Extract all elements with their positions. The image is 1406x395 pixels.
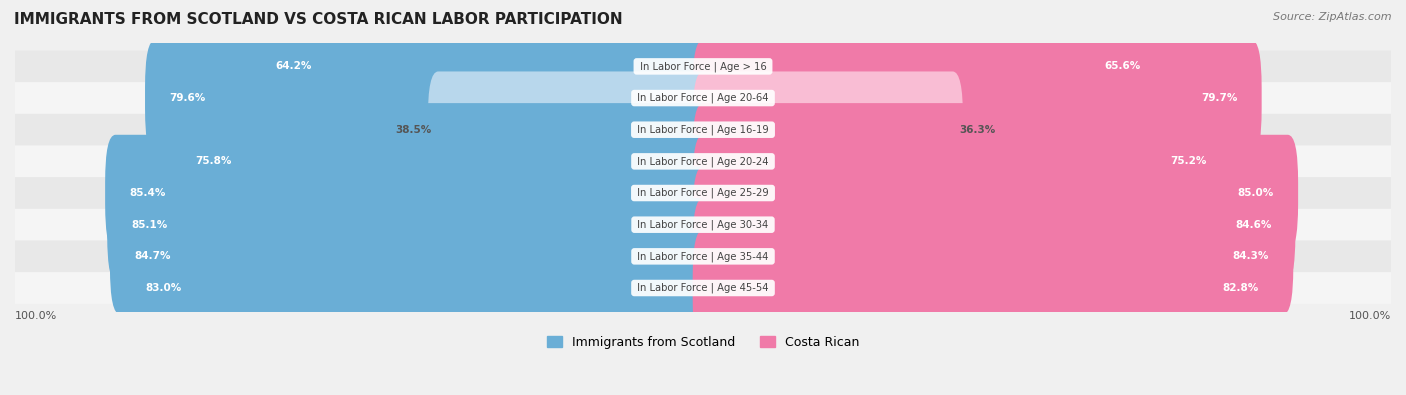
Text: 79.7%: 79.7% xyxy=(1201,93,1237,103)
Legend: Immigrants from Scotland, Costa Rican: Immigrants from Scotland, Costa Rican xyxy=(541,331,865,354)
Text: 84.7%: 84.7% xyxy=(134,251,170,261)
Text: 75.8%: 75.8% xyxy=(195,156,232,166)
Text: Source: ZipAtlas.com: Source: ZipAtlas.com xyxy=(1274,12,1392,22)
Text: In Labor Force | Age 20-24: In Labor Force | Age 20-24 xyxy=(634,156,772,167)
FancyBboxPatch shape xyxy=(693,40,1261,156)
Text: 84.6%: 84.6% xyxy=(1234,220,1271,229)
FancyBboxPatch shape xyxy=(15,114,1391,145)
Text: In Labor Force | Age 30-34: In Labor Force | Age 30-34 xyxy=(634,220,772,230)
Text: 38.5%: 38.5% xyxy=(395,125,432,135)
Text: 85.1%: 85.1% xyxy=(131,220,167,229)
FancyBboxPatch shape xyxy=(15,241,1391,272)
FancyBboxPatch shape xyxy=(252,8,713,125)
FancyBboxPatch shape xyxy=(110,198,713,314)
FancyBboxPatch shape xyxy=(105,135,713,251)
FancyBboxPatch shape xyxy=(15,145,1391,177)
Text: 84.3%: 84.3% xyxy=(1233,251,1270,261)
FancyBboxPatch shape xyxy=(15,82,1391,114)
Text: 65.6%: 65.6% xyxy=(1104,61,1140,71)
Text: 75.2%: 75.2% xyxy=(1170,156,1206,166)
FancyBboxPatch shape xyxy=(693,198,1294,314)
FancyBboxPatch shape xyxy=(693,135,1298,251)
Text: In Labor Force | Age 45-54: In Labor Force | Age 45-54 xyxy=(634,283,772,293)
FancyBboxPatch shape xyxy=(122,230,713,346)
Text: 64.2%: 64.2% xyxy=(276,61,312,71)
FancyBboxPatch shape xyxy=(15,177,1391,209)
FancyBboxPatch shape xyxy=(15,272,1391,304)
Text: 82.8%: 82.8% xyxy=(1223,283,1258,293)
FancyBboxPatch shape xyxy=(693,103,1230,220)
FancyBboxPatch shape xyxy=(693,166,1295,283)
FancyBboxPatch shape xyxy=(15,209,1391,241)
Text: 79.6%: 79.6% xyxy=(169,93,205,103)
Text: In Labor Force | Age 25-29: In Labor Force | Age 25-29 xyxy=(634,188,772,198)
FancyBboxPatch shape xyxy=(145,40,713,156)
Text: In Labor Force | Age 20-64: In Labor Force | Age 20-64 xyxy=(634,93,772,103)
Text: In Labor Force | Age > 16: In Labor Force | Age > 16 xyxy=(637,61,769,71)
FancyBboxPatch shape xyxy=(693,230,1284,346)
Text: IMMIGRANTS FROM SCOTLAND VS COSTA RICAN LABOR PARTICIPATION: IMMIGRANTS FROM SCOTLAND VS COSTA RICAN … xyxy=(14,12,623,27)
Text: 100.0%: 100.0% xyxy=(15,311,58,321)
Text: 85.0%: 85.0% xyxy=(1237,188,1274,198)
Text: In Labor Force | Age 16-19: In Labor Force | Age 16-19 xyxy=(634,124,772,135)
FancyBboxPatch shape xyxy=(172,103,713,220)
FancyBboxPatch shape xyxy=(693,71,963,188)
Text: 85.4%: 85.4% xyxy=(129,188,166,198)
FancyBboxPatch shape xyxy=(693,8,1164,125)
Text: In Labor Force | Age 35-44: In Labor Force | Age 35-44 xyxy=(634,251,772,261)
Text: 83.0%: 83.0% xyxy=(146,283,181,293)
Text: 36.3%: 36.3% xyxy=(960,125,995,135)
Text: 100.0%: 100.0% xyxy=(1348,311,1391,321)
FancyBboxPatch shape xyxy=(107,166,713,283)
FancyBboxPatch shape xyxy=(427,71,713,188)
FancyBboxPatch shape xyxy=(15,51,1391,82)
